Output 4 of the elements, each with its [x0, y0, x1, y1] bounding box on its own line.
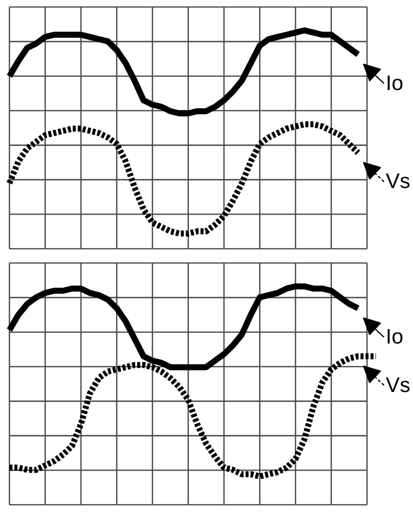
legend-label: Io	[386, 72, 404, 95]
legend-label: Io	[386, 326, 404, 349]
legend-label: Vs	[386, 170, 410, 194]
legend-label: Vs	[386, 374, 410, 397]
